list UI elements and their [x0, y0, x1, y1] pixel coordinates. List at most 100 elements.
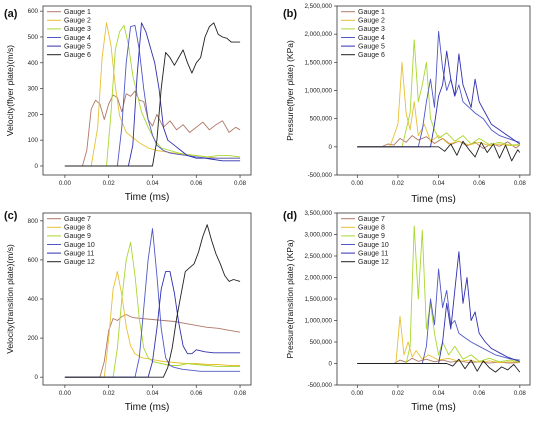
legend-item: Gauge 9 [64, 233, 91, 240]
legend-item: Gauge 6 [358, 52, 385, 59]
panel-c: (c) 0.00 0.02 0.04 0.06 0.08 0 200 400 600 800 Tim… [4, 210, 252, 413]
legend-item: Gauge 4 [64, 35, 91, 42]
y-tick-label: 600 [28, 257, 39, 264]
y-tick-label: 1,000,000 [304, 318, 332, 325]
legend-item: Gauge 1 [64, 9, 91, 16]
series-line-gauge-12 [64, 224, 241, 378]
x-tick-label: 0.04 [146, 390, 159, 397]
legend-item: Gauge 9 [358, 233, 385, 240]
x-tick-label: 0.08 [234, 390, 247, 397]
series-line-gauge-3 [64, 24, 241, 167]
series-line-gauge-1 [64, 90, 241, 167]
y-axis-title: Pressure(transition plate) (KPa) [285, 239, 295, 358]
panel-d: (d) 0.00 0.02 0.04 0.06 0.08 -500,000 0 500,000… [283, 210, 531, 413]
series-line-gauge-9 [64, 241, 241, 378]
y-tick-label: 0 [329, 144, 333, 151]
legend-item: Gauge 10 [64, 242, 95, 249]
legend-item: Gauge 5 [64, 43, 91, 50]
legend-item: Gauge 2 [64, 18, 91, 25]
series-line-gauge-7 [357, 357, 520, 364]
x-axis-title: Time (ms) [125, 402, 170, 413]
legend-item: Gauge 7 [64, 216, 91, 223]
x-axis-title: Time (ms) [125, 192, 170, 203]
x-axis-title: Time (ms) [411, 402, 456, 413]
x-tick-label: 0.06 [190, 180, 203, 187]
legend-item: Gauge 3 [358, 26, 385, 33]
y-tick-label: 2,000,000 [304, 275, 332, 282]
legend-item: Gauge 12 [358, 259, 389, 266]
y-tick-label: 2,500,000 [304, 253, 332, 260]
series-line-gauge-6 [357, 140, 521, 162]
legend-item: Gauge 2 [358, 18, 385, 25]
y-tick-label: 300 [28, 86, 39, 93]
series-line-gauge-10 [64, 228, 241, 378]
y-tick-label: 200 [28, 335, 39, 342]
legend-item: Gauge 7 [358, 216, 385, 223]
y-tick-label: 2,000,000 [304, 31, 332, 38]
series-line-gauge-9 [357, 225, 520, 364]
legend-item: Gauge 1 [358, 9, 385, 16]
y-tick-label: 500,000 [310, 116, 333, 123]
legend-item: Gauge 6 [64, 52, 91, 59]
x-tick-label: 0.00 [351, 180, 364, 187]
plot-frame [42, 5, 252, 176]
series-line-gauge-6 [64, 22, 241, 167]
y-axis-title: Velocity(flyer plate)(m/s) [5, 45, 15, 136]
y-tick-label: 600 [28, 8, 39, 15]
legend-item: Gauge 3 [64, 26, 91, 33]
legend-item: Gauge 10 [358, 242, 389, 249]
x-tick-label: 0.06 [473, 390, 486, 397]
series-line-gauge-4 [64, 24, 241, 167]
legend-item: Gauge 8 [64, 225, 91, 232]
y-tick-label: -500,000 [308, 382, 333, 389]
series-line-gauge-7 [64, 314, 241, 378]
panel-d-label: (d) [283, 210, 297, 222]
series-line-gauge-2 [64, 22, 241, 167]
y-tick-label: 3,000,000 [304, 232, 332, 239]
y-tick-label: 2,500,000 [304, 3, 332, 10]
y-tick-label: 0 [35, 374, 39, 381]
x-tick-label: 0.08 [514, 180, 527, 187]
y-tick-label: -500,000 [308, 172, 333, 179]
series-line-gauge-3 [357, 39, 520, 148]
series-line-gauge-2 [357, 61, 520, 148]
x-axis-title: Time (ms) [411, 194, 456, 205]
y-axis-title: Velocity(transition plate)(m/s) [5, 244, 15, 354]
panel-b-label: (b) [283, 8, 297, 20]
series-line-gauge-5 [64, 22, 241, 167]
x-tick-label: 0.04 [433, 390, 446, 397]
x-tick-label: 0.02 [392, 390, 405, 397]
x-tick-label: 0.00 [59, 180, 72, 187]
series-line-gauge-10 [357, 268, 520, 364]
y-tick-label: 3,500,000 [304, 210, 332, 217]
series-line-gauge-8 [357, 315, 520, 364]
x-tick-label: 0.04 [146, 180, 159, 187]
series-line-gauge-11 [64, 271, 241, 378]
y-tick-label: 100 [28, 137, 39, 144]
legend-item: Gauge 4 [358, 35, 385, 42]
y-tick-label: 1,000,000 [304, 88, 332, 95]
y-tick-label: 1,500,000 [304, 296, 332, 303]
legend-item: Gauge 11 [64, 250, 94, 257]
x-tick-label: 0.02 [392, 180, 405, 187]
legend-item: Gauge 8 [358, 225, 385, 232]
y-tick-label: 1,500,000 [304, 59, 332, 66]
series-line-gauge-8 [64, 271, 241, 378]
series-line-gauge-5 [357, 50, 521, 148]
x-tick-label: 0.00 [59, 390, 72, 397]
x-tick-label: 0.06 [473, 180, 486, 187]
y-tick-label: 400 [28, 296, 39, 303]
y-tick-label: 500,000 [310, 339, 333, 346]
panel-c-label: (c) [4, 210, 18, 222]
panel-a: (a) 0.00 0.02 0.04 0.06 0.08 0 100 200 300 400 500… [4, 5, 252, 203]
legend-item: Gauge 12 [64, 259, 95, 266]
legend-item: Gauge 11 [358, 250, 388, 257]
panel-b: (b) 0.00 0.02 0.04 0.06 0.08 -500,000 0 500,000… [283, 3, 531, 205]
x-tick-label: 0.04 [433, 180, 446, 187]
y-tick-label: 800 [28, 218, 39, 225]
y-tick-label: 500 [28, 34, 39, 41]
x-tick-label: 0.08 [234, 180, 247, 187]
x-tick-label: 0.06 [190, 390, 203, 397]
y-tick-label: 200 [28, 111, 39, 118]
